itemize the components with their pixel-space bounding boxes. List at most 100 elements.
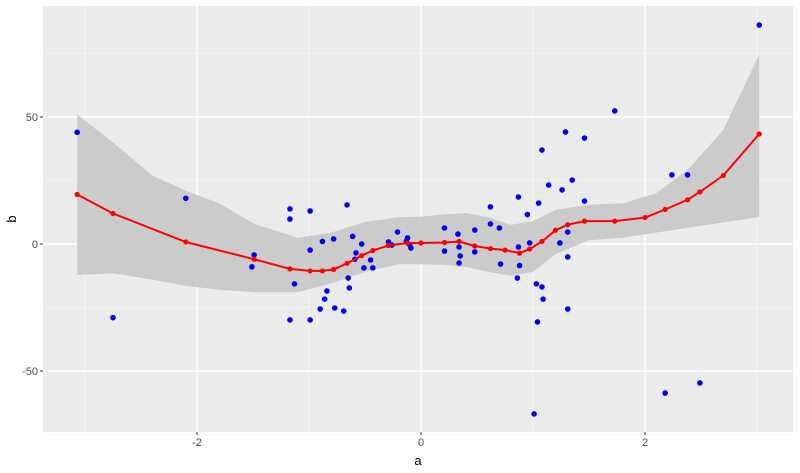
data-point — [183, 195, 189, 202]
data-point — [287, 317, 293, 323]
fit-point — [74, 191, 80, 198]
fit-point — [472, 243, 478, 249]
data-point — [534, 319, 541, 325]
data-point — [562, 129, 569, 135]
fit-point — [344, 260, 350, 266]
fit-point — [684, 197, 691, 203]
fit-point — [183, 239, 189, 245]
data-point — [756, 22, 763, 28]
fit-point — [565, 222, 571, 228]
data-point — [349, 233, 356, 240]
data-point — [345, 275, 352, 281]
data-point — [564, 229, 571, 235]
fit-point — [581, 218, 588, 224]
fit-point — [502, 247, 508, 253]
data-point — [662, 390, 668, 396]
data-point — [287, 206, 293, 212]
data-point — [457, 253, 464, 259]
data-point — [331, 305, 338, 311]
fit-point — [642, 214, 648, 221]
data-point — [471, 249, 478, 255]
data-point — [497, 261, 504, 267]
data-point — [404, 235, 411, 241]
data-point — [564, 306, 571, 312]
data-point — [581, 198, 588, 204]
fit-point — [720, 172, 727, 179]
fit-point — [385, 242, 392, 249]
fit-point — [487, 245, 494, 252]
data-point — [526, 240, 533, 246]
data-point — [569, 177, 575, 183]
data-point — [539, 284, 545, 290]
data-point — [524, 211, 531, 218]
x-tick-label: -2 — [192, 437, 202, 449]
fit-point — [307, 268, 313, 274]
data-point — [456, 244, 462, 250]
fit-point — [441, 239, 448, 246]
y-axis: -50 0 50 — [22, 112, 43, 378]
fit-point — [756, 131, 762, 137]
fit-point — [612, 218, 618, 224]
data-point — [611, 108, 618, 114]
data-point — [346, 285, 353, 291]
data-point — [110, 314, 116, 321]
data-point — [367, 257, 374, 263]
data-point — [531, 411, 537, 417]
data-point — [441, 248, 448, 254]
y-axis-title: b — [4, 215, 19, 222]
data-point — [559, 187, 565, 193]
fit-point — [697, 189, 703, 195]
confidence-ribbon — [77, 54, 760, 293]
data-point — [370, 265, 376, 271]
y-tick-label: -50 — [22, 366, 38, 378]
data-point — [361, 265, 367, 271]
fit-point — [359, 253, 365, 259]
fit-point — [331, 266, 337, 272]
data-point — [697, 380, 703, 386]
fit-point — [418, 240, 424, 246]
fit-point — [287, 266, 293, 272]
fit-line-points — [74, 131, 762, 274]
data-point — [330, 236, 337, 242]
fit-point — [527, 246, 533, 252]
fit-point — [370, 248, 376, 254]
fit-point — [110, 210, 116, 217]
data-point — [564, 254, 571, 260]
data-point — [353, 250, 359, 256]
fit-point — [456, 238, 462, 245]
data-point — [317, 306, 324, 312]
y-tick-label: 50 — [26, 112, 38, 124]
data-point — [249, 264, 255, 270]
fit-point — [404, 240, 411, 246]
data-point — [340, 308, 347, 314]
data-point — [535, 200, 542, 206]
fit-point — [319, 268, 326, 274]
data-point — [324, 288, 330, 294]
data-point — [514, 275, 521, 281]
x-axis-title: a — [414, 453, 422, 468]
data-point — [344, 202, 350, 208]
data-point — [456, 260, 462, 266]
data-point — [287, 216, 293, 222]
data-point — [307, 247, 313, 253]
fit-point — [251, 256, 257, 262]
data-point — [533, 281, 540, 287]
data-point — [581, 135, 588, 141]
fit-point — [516, 250, 523, 256]
data-point — [516, 262, 523, 269]
fit-point — [539, 238, 545, 245]
data-point — [408, 245, 414, 251]
data-point — [441, 225, 448, 231]
data-point — [515, 194, 522, 200]
x-axis: -2 0 2 — [192, 432, 648, 449]
x-tick-label: 2 — [642, 437, 648, 449]
data-point — [291, 281, 298, 287]
data-point — [496, 225, 503, 231]
data-point — [684, 172, 691, 178]
data-point — [557, 240, 563, 246]
fit-point — [552, 227, 559, 233]
data-point — [487, 204, 494, 210]
scatter-points — [74, 22, 763, 417]
data-point — [319, 238, 326, 245]
